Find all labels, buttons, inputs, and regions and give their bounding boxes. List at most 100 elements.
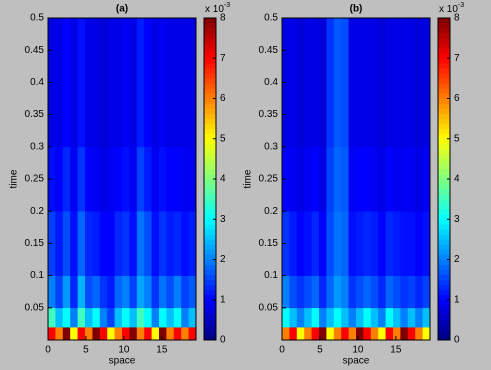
panel-title: (b) bbox=[350, 4, 363, 15]
colorbar-swatch bbox=[204, 259, 216, 265]
heat-cell bbox=[363, 211, 372, 276]
heat-cell bbox=[136, 18, 145, 148]
heat-cell bbox=[136, 327, 145, 341]
heat-cell bbox=[378, 18, 386, 148]
heat-cell bbox=[151, 327, 160, 341]
colorbar-swatch bbox=[438, 269, 450, 275]
heat-cell bbox=[407, 327, 416, 341]
colorbar-swatch bbox=[204, 209, 216, 215]
heat-cell bbox=[48, 327, 56, 341]
colorbar-swatch bbox=[438, 209, 450, 215]
x-tick-label: 10 bbox=[352, 345, 364, 356]
heat-cell bbox=[378, 275, 386, 309]
y-tick-label: 0.1 bbox=[264, 270, 278, 281]
colorbar-swatch bbox=[204, 123, 216, 129]
heat-cell bbox=[393, 18, 401, 148]
heat-cell bbox=[92, 211, 101, 276]
heat-cell bbox=[62, 146, 71, 212]
heat-cell bbox=[304, 307, 312, 328]
heat-cell bbox=[289, 18, 298, 148]
heat-cell bbox=[400, 18, 409, 148]
heat-cell bbox=[173, 146, 182, 212]
x-tick-label: 0 bbox=[45, 345, 51, 356]
heat-cell bbox=[107, 307, 115, 328]
heat-cell bbox=[363, 275, 372, 309]
colorbar-swatch bbox=[438, 63, 450, 69]
colorbar-swatch bbox=[204, 138, 216, 145]
colorbar-swatch bbox=[204, 63, 216, 69]
heat-cell bbox=[92, 275, 101, 309]
heat-cell bbox=[341, 18, 349, 148]
heat-cell bbox=[400, 211, 409, 276]
heat-cell bbox=[415, 211, 423, 276]
heat-cell bbox=[70, 307, 78, 328]
colorbar-swatch bbox=[438, 224, 450, 230]
colorbar-swatch bbox=[438, 319, 450, 326]
colorbar-swatch bbox=[204, 38, 216, 44]
colorbar-swatch bbox=[204, 68, 216, 74]
colorbar-swatch bbox=[438, 23, 450, 29]
heat-cell bbox=[151, 146, 160, 212]
colorbar-swatch bbox=[438, 249, 450, 255]
y-tick-label: 0.3 bbox=[264, 141, 278, 152]
heat-cell bbox=[151, 211, 160, 276]
colorbar-swatch bbox=[204, 173, 216, 180]
heat-cell bbox=[136, 307, 145, 328]
heat-cell bbox=[70, 275, 78, 309]
heat-cell bbox=[356, 18, 364, 148]
colorbar-swatch bbox=[204, 254, 216, 260]
heat-cell bbox=[107, 327, 115, 341]
colorbar-swatch bbox=[204, 168, 216, 175]
colorbar-swatch bbox=[204, 304, 216, 311]
heat-cell bbox=[326, 18, 335, 148]
heat-cell bbox=[114, 307, 123, 328]
colorbar-swatch bbox=[438, 299, 450, 306]
colorbar-tick-label: 7 bbox=[220, 53, 226, 64]
heat-cell bbox=[136, 146, 145, 212]
colorbar-swatch bbox=[204, 28, 216, 34]
heat-cell bbox=[393, 307, 401, 328]
heat-cell bbox=[55, 327, 64, 341]
heat-cell bbox=[70, 327, 78, 341]
heat-cell bbox=[385, 211, 394, 276]
y-tick-label: 0.15 bbox=[25, 238, 45, 249]
x-tick-label: 10 bbox=[118, 345, 130, 356]
colorbar-swatch bbox=[204, 158, 216, 165]
y-tick-label: 0.05 bbox=[25, 302, 45, 313]
colorbar-scale-exponent: -3 bbox=[224, 2, 230, 9]
colorbar-swatch bbox=[438, 214, 450, 220]
heat-cell bbox=[422, 307, 431, 328]
colorbar-swatch bbox=[438, 168, 450, 175]
colorbar-swatch bbox=[438, 113, 450, 119]
colorbar-swatch bbox=[438, 108, 450, 114]
colorbar-tick-label: 7 bbox=[454, 53, 460, 64]
colorbar-swatch bbox=[204, 314, 216, 321]
heat-cell bbox=[188, 146, 197, 212]
heat-cell bbox=[296, 327, 305, 341]
heat-cell bbox=[400, 327, 409, 341]
heat-cell bbox=[173, 307, 182, 328]
colorbar-swatch bbox=[438, 199, 450, 205]
heat-cell bbox=[107, 18, 115, 148]
x-tick-label: 5 bbox=[83, 345, 89, 356]
heat-cell bbox=[333, 307, 342, 328]
heat-cell bbox=[166, 18, 175, 148]
heat-cell bbox=[370, 275, 379, 309]
heat-cell bbox=[304, 18, 312, 148]
heat-cell bbox=[181, 146, 189, 212]
colorbar-swatch bbox=[204, 289, 216, 296]
heat-cell bbox=[370, 18, 379, 148]
heat-cell bbox=[326, 211, 335, 276]
heat-cell bbox=[55, 307, 64, 328]
heat-cell bbox=[415, 18, 423, 148]
heat-cell bbox=[70, 211, 78, 276]
colorbar-swatch bbox=[204, 284, 216, 290]
heat-cell bbox=[129, 327, 138, 341]
colorbar-swatch bbox=[204, 53, 216, 59]
heat-cell bbox=[107, 146, 115, 212]
colorbar-tick-label: 6 bbox=[454, 93, 460, 104]
colorbar-tick-label: 4 bbox=[454, 174, 460, 185]
colorbar-tick-label: 5 bbox=[454, 133, 460, 144]
colorbar-swatch bbox=[438, 259, 450, 265]
